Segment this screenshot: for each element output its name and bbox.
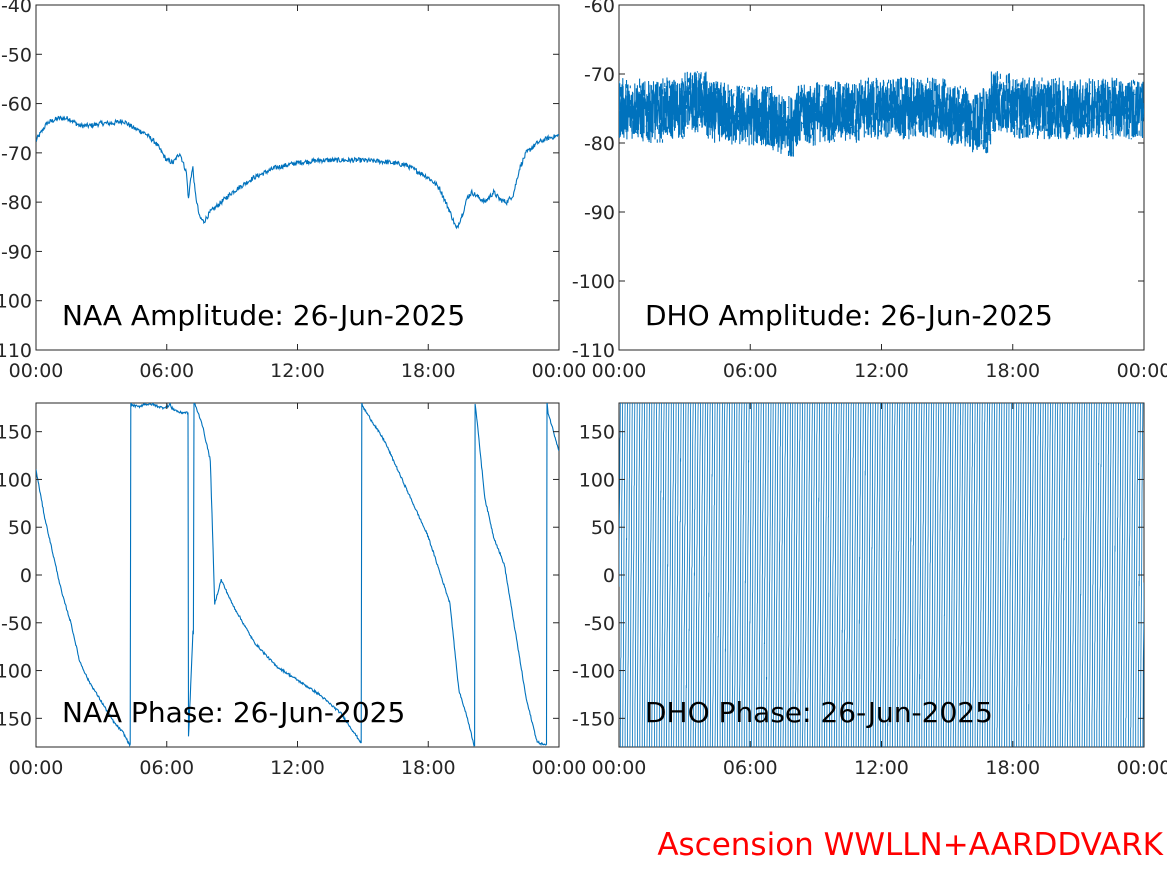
y-tick-label: 50 <box>591 517 615 539</box>
x-tick-label: 06:00 <box>723 757 778 779</box>
x-tick-label: 00:00 <box>1117 360 1167 382</box>
y-tick-label: -100 <box>0 291 32 313</box>
x-tick-label: 12:00 <box>270 360 325 382</box>
y-tick-label: -80 <box>1 192 32 214</box>
x-tick-label: 06:00 <box>139 360 194 382</box>
y-tick-label: -90 <box>584 202 615 224</box>
y-tick-label: -110 <box>0 340 32 362</box>
y-tick-label: -60 <box>584 0 615 17</box>
x-tick-label: 00:00 <box>592 757 647 779</box>
panel-title: DHO Phase: 26-Jun-2025 <box>645 696 993 729</box>
y-tick-label: -40 <box>1 0 32 17</box>
y-tick-label: -150 <box>0 708 32 730</box>
y-tick-label: -70 <box>584 64 615 86</box>
panel-title: NAA Amplitude: 26-Jun-2025 <box>62 299 465 332</box>
y-tick-label: -50 <box>584 613 615 635</box>
y-tick-label: -100 <box>572 661 615 683</box>
series-line <box>36 403 559 747</box>
x-tick-label: 12:00 <box>854 360 909 382</box>
y-tick-label: 100 <box>0 469 32 491</box>
y-tick-label: -110 <box>572 340 615 362</box>
dho-amplitude-panel: 00:00 06:00 12:00 18:00 00:00 -60 -70 -80 -90 -10… <box>572 0 1167 382</box>
x-tick-label: 00:00 <box>9 360 64 382</box>
y-tick-label: 0 <box>20 565 32 587</box>
x-tick-label: 12:00 <box>854 757 909 779</box>
x-tick-label: 00:00 <box>1117 757 1167 779</box>
x-tick-label: 00:00 <box>532 360 587 382</box>
naa-phase-panel: 00:00 06:00 12:00 18:00 00:00 150 100 50 0 -50 -10… <box>0 402 586 779</box>
series-line <box>619 71 1144 157</box>
y-tick-label: -50 <box>1 613 32 635</box>
x-tick-label: 18:00 <box>985 360 1040 382</box>
y-tick-label: -70 <box>1 143 32 165</box>
y-tick-label: -90 <box>1 241 32 263</box>
y-tick-label: 100 <box>579 469 615 491</box>
y-tick-label: -50 <box>1 44 32 66</box>
y-tick-label: -60 <box>1 94 32 116</box>
footer-label: Ascension WWLLN+AARDDVARK <box>657 827 1163 863</box>
x-tick-label: 06:00 <box>139 757 194 779</box>
y-tick-label: 150 <box>579 422 615 444</box>
x-tick-label: 12:00 <box>270 757 325 779</box>
panel-title: NAA Phase: 26-Jun-2025 <box>62 696 405 729</box>
x-tick-label: 00:00 <box>532 757 587 779</box>
dho-phase-panel: 00:00 06:00 12:00 18:00 00:00 150 100 50 0 -50 -10… <box>572 402 1167 779</box>
x-tick-label: 00:00 <box>592 360 647 382</box>
y-tick-label: -100 <box>572 271 615 293</box>
y-tick-label: -150 <box>572 708 615 730</box>
y-tick-label: 150 <box>0 422 32 444</box>
series-line <box>619 403 1144 747</box>
x-tick-label: 18:00 <box>985 757 1040 779</box>
y-tick-label: -100 <box>0 661 32 683</box>
x-tick-label: 06:00 <box>723 360 778 382</box>
y-tick-label: 50 <box>8 517 32 539</box>
x-tick-label: 18:00 <box>401 757 456 779</box>
y-tick-label: 0 <box>603 565 615 587</box>
x-tick-label: 00:00 <box>9 757 64 779</box>
x-tick-label: 18:00 <box>401 360 456 382</box>
naa-amplitude-panel: 00:00 06:00 12:00 18:00 00:00 -40 -50 -60 -70 -80… <box>0 0 586 382</box>
series-line <box>36 115 559 230</box>
panel-title: DHO Amplitude: 26-Jun-2025 <box>645 299 1053 332</box>
y-tick-label: -80 <box>584 133 615 155</box>
